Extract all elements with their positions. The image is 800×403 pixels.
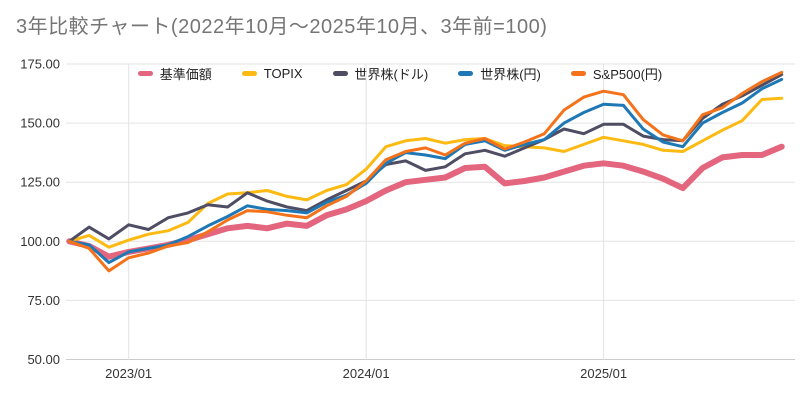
legend-swatch-icon — [458, 70, 474, 76]
y-axis-tick-label: 100.00 — [20, 234, 60, 249]
y-axis-tick-label: 150.00 — [20, 116, 60, 131]
legend-label: S&P500(円) — [592, 66, 663, 82]
legend-swatch-icon — [332, 70, 348, 76]
legend-item-1: TOPIX — [241, 65, 303, 81]
series-line-1 — [67, 96, 784, 249]
series-line-2 — [67, 73, 784, 243]
y-axis-tick-label: 75.00 — [27, 293, 60, 308]
chart-title: 3年比較チャート(2022年10月〜2025年10月、3年前=100) — [16, 16, 548, 38]
y-axis-tick-label: 50.00 — [27, 352, 60, 367]
legend-item-4: S&P500(円) — [570, 64, 663, 83]
legend-label: 世界株(ドル) — [354, 66, 429, 82]
legend-label: TOPIX — [263, 65, 303, 81]
x-axis-tick-label: 2024/01 — [343, 366, 390, 381]
legend-item-0: 基準価額 — [137, 64, 212, 83]
y-axis-tick-label: 175.00 — [20, 57, 60, 72]
y-axis-tick-label: 125.00 — [20, 175, 60, 190]
legend-swatch-icon — [137, 70, 153, 76]
series-line-4 — [67, 70, 784, 273]
legend-swatch-icon — [570, 70, 586, 76]
series-line-3 — [67, 77, 784, 265]
series-line-0 — [66, 143, 785, 260]
legend-item-2: 世界株(ドル) — [332, 64, 429, 83]
legend-item-3: 世界株(円) — [458, 64, 541, 83]
legend-label: 世界株(円) — [480, 66, 541, 82]
x-axis-tick-label: 2025/01 — [580, 366, 627, 381]
legend-label: 基準価額 — [159, 66, 212, 82]
x-axis-tick-label: 2023/01 — [105, 366, 152, 381]
chart-legend: 基準価額 TOPIX 世界株(ドル) 世界株(円) S&P500(円) — [0, 64, 800, 82]
legend-swatch-icon — [241, 70, 257, 76]
